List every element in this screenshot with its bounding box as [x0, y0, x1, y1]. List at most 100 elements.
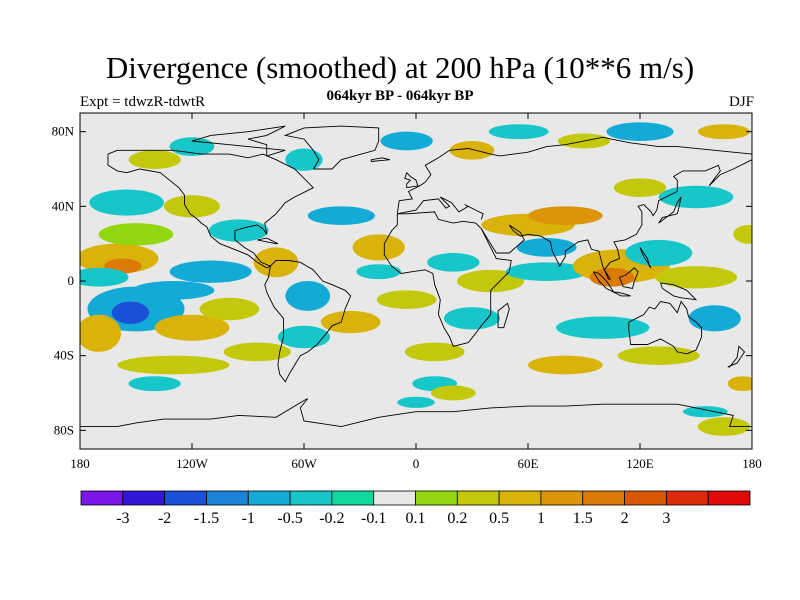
field-blob: [111, 301, 150, 324]
field-blob: [380, 131, 433, 151]
colorbar-label: 1: [537, 510, 545, 527]
field-blob: [688, 305, 741, 332]
field-blob: [352, 234, 405, 261]
field-blob: [164, 195, 220, 218]
field-blob: [253, 247, 299, 278]
field-blob: [488, 124, 549, 140]
colorbar-swatch: [164, 490, 207, 506]
field-blob: [223, 342, 291, 362]
field-blob: [376, 290, 437, 309]
colorbar-swatch: [331, 490, 375, 506]
coastline: [628, 300, 703, 355]
colorbar-label: 0.1: [406, 510, 426, 527]
colorbar-label: 3: [662, 510, 670, 527]
coastline: [639, 247, 652, 269]
field-blob: [733, 225, 752, 244]
field-blob: [169, 260, 252, 283]
coastline: [497, 302, 510, 329]
field-blob: [617, 346, 700, 365]
lat-tick-label: 80S: [54, 422, 74, 437]
coastline: [396, 136, 752, 214]
lat-tick-label: 80N: [52, 124, 75, 139]
colorbar-label: 1.5: [573, 510, 593, 527]
colorbar-label: -0.2: [319, 510, 344, 527]
coastline: [660, 282, 698, 301]
field-blob: [285, 281, 331, 311]
coastline: [264, 260, 352, 383]
experiment-label: Expt = tdwzR-tdwtR: [80, 94, 206, 110]
field-blob: [128, 376, 181, 392]
lon-tick-label: 180: [742, 456, 762, 471]
lon-tick-label: 120W: [176, 456, 209, 471]
field-blob: [528, 355, 603, 375]
coastline: [658, 196, 682, 224]
field-blob: [682, 406, 728, 418]
field-blob: [556, 316, 650, 339]
field-blob: [307, 206, 375, 226]
colorbar-label: -2: [158, 510, 171, 527]
field-blob: [449, 141, 495, 160]
field-blob: [277, 325, 331, 349]
colorbar-label: 2: [621, 510, 629, 527]
colorbar-swatch: [707, 490, 751, 506]
colorbar-swatch: [373, 490, 416, 506]
field-blob: [117, 355, 230, 375]
lat-tick-label: 40S: [54, 348, 74, 363]
colorbar-swatch: [498, 490, 542, 506]
field-blob: [697, 417, 751, 436]
lat-tick-label: 40N: [52, 198, 75, 213]
colorbar-swatch: [582, 490, 625, 506]
field-blob: [427, 253, 480, 272]
colorbar-label: -1.5: [194, 510, 219, 527]
field-blob: [397, 396, 435, 408]
field-blob: [625, 239, 693, 267]
field-blob: [516, 238, 577, 257]
colorbar-label: -0.5: [277, 510, 302, 527]
field-blob: [404, 342, 465, 362]
colorbar-label: -3: [116, 510, 129, 527]
coastline: [107, 149, 315, 269]
colorbar-label: 0.2: [447, 510, 467, 527]
field-blob: [589, 267, 635, 287]
field-blob: [654, 266, 738, 289]
lon-tick-label: 120E: [626, 456, 654, 471]
colorbar-swatch: [624, 490, 667, 506]
field-blob: [154, 314, 230, 341]
field-blob: [528, 206, 603, 226]
season-label: DJF: [728, 94, 754, 110]
field-blob: [606, 122, 674, 141]
colorbar-swatch: [122, 490, 166, 506]
colorbar-swatch: [456, 490, 500, 506]
colorbar-swatch: [540, 490, 584, 506]
field-blob: [613, 178, 667, 198]
field-blob: [199, 297, 260, 321]
plot-title: Divergence (smoothed) at 200 hPa (10**6 …: [105, 50, 695, 85]
field-blob: [444, 307, 500, 330]
lon-tick-label: 60E: [518, 456, 539, 471]
coastline: [383, 211, 512, 347]
lat-tick-label: 0: [68, 273, 75, 288]
coastline: [80, 398, 752, 440]
coastline: [727, 345, 746, 368]
field-blob: [430, 385, 476, 401]
field-blob: [80, 314, 122, 352]
lon-tick-label: 180: [70, 456, 90, 471]
field-blob: [697, 124, 751, 140]
coastline: [404, 171, 419, 189]
coastline: [257, 237, 279, 245]
field-blob: [457, 269, 525, 293]
field-blob: [80, 267, 129, 287]
colorbar-swatch: [206, 490, 249, 506]
plot-subtitle: 064kyr BP - 064kyr BP: [326, 88, 474, 104]
colorbar-swatch: [415, 490, 458, 506]
field-blob: [320, 310, 381, 334]
colorbar-swatch: [80, 490, 124, 506]
coastline: [191, 125, 286, 157]
field-blob: [658, 185, 734, 209]
field-blob: [727, 376, 752, 392]
field-blob: [98, 223, 174, 246]
colorbar-swatch: [247, 490, 291, 506]
coastline: [613, 291, 631, 297]
colorbar-swatch: [289, 490, 333, 506]
